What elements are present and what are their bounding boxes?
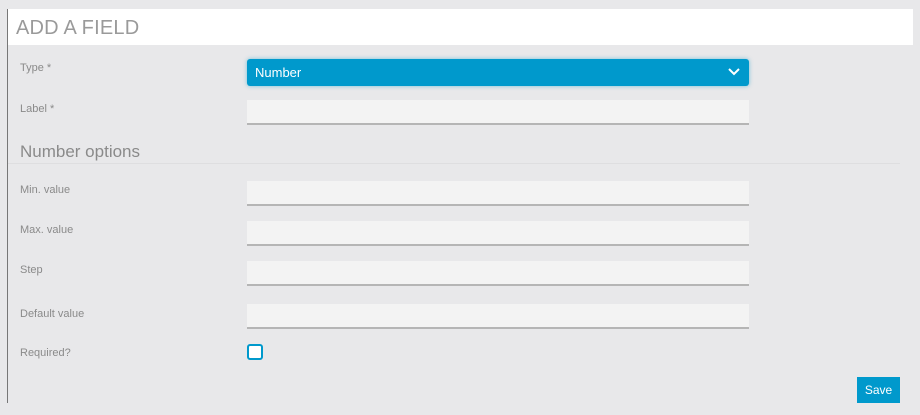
required-label: Required? xyxy=(20,347,71,359)
max-value-label: Max. value xyxy=(20,224,74,236)
label-input[interactable] xyxy=(247,100,749,125)
label-label: Label * xyxy=(20,103,55,115)
header-bar: ADD A FIELD xyxy=(8,9,913,45)
required-checkbox[interactable] xyxy=(247,344,263,360)
step-input[interactable] xyxy=(247,261,749,286)
default-value-input[interactable] xyxy=(247,304,749,329)
min-value-label: Min. value xyxy=(20,184,71,196)
type-label: Type * xyxy=(20,62,52,74)
left-border xyxy=(7,9,8,403)
step-label: Step xyxy=(20,264,43,276)
type-select-value: Number xyxy=(255,65,302,80)
min-value-input[interactable] xyxy=(247,181,749,206)
section-divider xyxy=(8,163,900,164)
max-value-input[interactable] xyxy=(247,221,749,246)
default-value-label: Default value xyxy=(20,308,85,320)
type-select[interactable]: Number xyxy=(247,59,749,86)
save-button[interactable]: Save xyxy=(857,377,900,403)
section-title: Number options xyxy=(20,142,141,161)
page-title: ADD A FIELD xyxy=(16,17,140,39)
chevron-down-icon xyxy=(728,68,740,76)
